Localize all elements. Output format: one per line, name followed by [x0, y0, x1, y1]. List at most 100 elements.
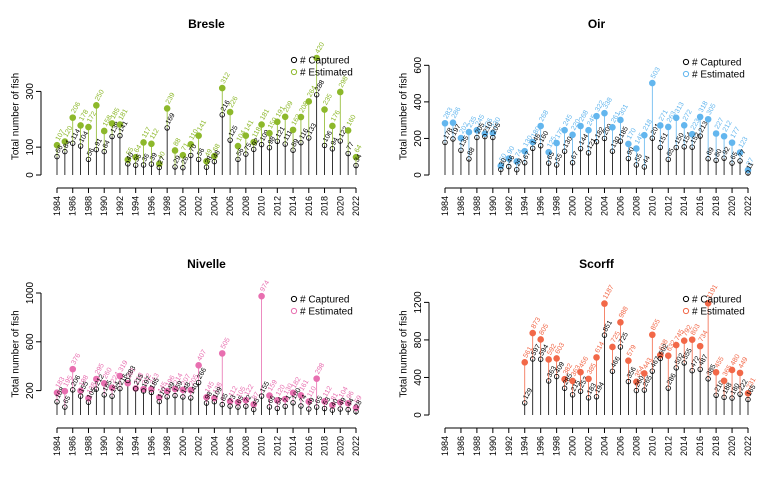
captured-point — [641, 164, 648, 170]
captured-value-label: 200 — [602, 123, 614, 137]
x-tick-label: 2014 — [679, 196, 689, 216]
estimated-point — [85, 123, 92, 131]
estimated-value-label: 176 — [330, 109, 342, 123]
captured-point — [243, 403, 249, 409]
captured-value-label: 260 — [634, 375, 646, 389]
captured-point — [117, 385, 123, 392]
estimated-point — [313, 375, 320, 382]
x-tick-label: 2018 — [320, 196, 330, 216]
legend-captured-marker — [290, 295, 298, 303]
estimated-value-label: 561 — [522, 346, 534, 360]
estimated-point — [179, 151, 187, 159]
estimated-point — [537, 122, 544, 130]
x-tick-label: 2020 — [335, 196, 345, 216]
captured-value-label: 70 — [188, 143, 198, 153]
estimated-point — [545, 356, 552, 363]
estimated-value-label: 118 — [251, 126, 263, 139]
captured-point — [561, 148, 568, 154]
captured-point — [737, 391, 743, 397]
captured-value-label: 109 — [259, 129, 271, 143]
estimated-point — [569, 131, 576, 139]
y-axis-title: Total number of fish — [10, 73, 21, 160]
estimated-value-label: 64 — [133, 144, 143, 154]
x-tick-label: 1984 — [440, 436, 450, 456]
captured-value-label: 80 — [714, 148, 724, 158]
captured-value-label: 77 — [738, 149, 748, 159]
x-tick-label: 1984 — [52, 196, 62, 216]
estimated-value-label: 195 — [63, 375, 75, 389]
estimated-value-label: 104 — [338, 386, 350, 400]
x-tick-label: 2012 — [663, 196, 673, 216]
captured-value-label: 65 — [546, 151, 556, 161]
estimated-value-label: 385 — [586, 362, 598, 376]
captured-point — [745, 396, 751, 403]
captured-point — [721, 155, 727, 161]
captured-value-label: 94 — [330, 136, 340, 146]
estimated-value-label: 141 — [196, 119, 208, 133]
captured-value-label: 152 — [690, 132, 702, 146]
x-tick-label: 1990 — [488, 196, 498, 216]
captured-value-label: 206 — [70, 374, 82, 388]
captured-point — [553, 162, 560, 168]
estimated-value-label: 59 — [354, 394, 364, 404]
estimated-value-label: 81 — [330, 392, 340, 402]
captured-point — [617, 138, 624, 144]
estimated-point — [561, 126, 568, 134]
estimated-value-label: 208 — [299, 100, 311, 114]
captured-point — [729, 395, 735, 401]
estimated-point — [234, 142, 242, 150]
captured-value-label: 48 — [212, 149, 222, 159]
x-tick-label: 1992 — [115, 196, 125, 216]
captured-value-label: 27 — [157, 155, 167, 165]
captured-point — [633, 387, 640, 394]
estimated-point — [529, 138, 537, 146]
x-tick-label: 2012 — [663, 436, 673, 456]
estimated-value-label: 181 — [118, 108, 130, 122]
x-tick-label: 2008 — [241, 436, 251, 456]
captured-point — [274, 405, 281, 412]
estimated-point — [93, 375, 100, 383]
estimated-point — [585, 126, 592, 134]
estimated-point — [274, 118, 281, 126]
estimated-value-label: 295 — [94, 362, 106, 376]
captured-value-label: 46 — [506, 154, 516, 164]
x-tick-label: 2018 — [320, 436, 330, 456]
estimated-value-label: 363 — [570, 364, 582, 378]
estimated-value-label: 112 — [322, 385, 334, 398]
captured-point — [313, 92, 320, 98]
captured-value-label: 154 — [682, 131, 694, 145]
estimated-point — [680, 121, 688, 129]
estimated-point — [688, 336, 696, 343]
panel-bresle: Bresle Total number of fish 0 100 300 1984 198… — [10, 17, 363, 216]
estimated-value-label: 138 — [212, 381, 224, 395]
estimated-point — [321, 106, 328, 113]
estimated-value-label: 161 — [299, 379, 311, 393]
captured-point — [251, 406, 257, 413]
estimated-point — [85, 394, 92, 402]
estimated-value-label: 480 — [730, 353, 742, 367]
estimated-value-label: 805 — [538, 323, 550, 337]
captured-value-label: 194 — [594, 381, 606, 395]
captured-value-label: 169 — [165, 112, 177, 126]
captured-value-label: 56 — [86, 147, 96, 157]
captured-value-label: 65 — [63, 395, 73, 405]
captured-value-label: 129 — [522, 387, 534, 401]
captured-point — [537, 356, 544, 362]
x-tick-label: 2004 — [209, 436, 219, 456]
estimated-point — [140, 139, 147, 146]
captured-point — [211, 158, 218, 165]
captured-point — [54, 399, 60, 405]
x-tick-label: 2002 — [584, 196, 594, 216]
estimated-value-label: 803 — [690, 323, 702, 337]
y-tick-label: 300 — [25, 83, 36, 100]
estimated-point — [744, 390, 752, 397]
estimated-point — [250, 138, 258, 146]
captured-point — [450, 136, 456, 142]
x-tick-label: 2000 — [568, 436, 578, 456]
x-tick-label: 2008 — [631, 436, 641, 456]
chart-title: Nivelle — [187, 257, 226, 271]
captured-point — [697, 133, 703, 139]
y-tick-label: 200 — [25, 382, 36, 399]
estimated-value-label: 214 — [173, 372, 185, 386]
estimated-point — [569, 377, 576, 385]
